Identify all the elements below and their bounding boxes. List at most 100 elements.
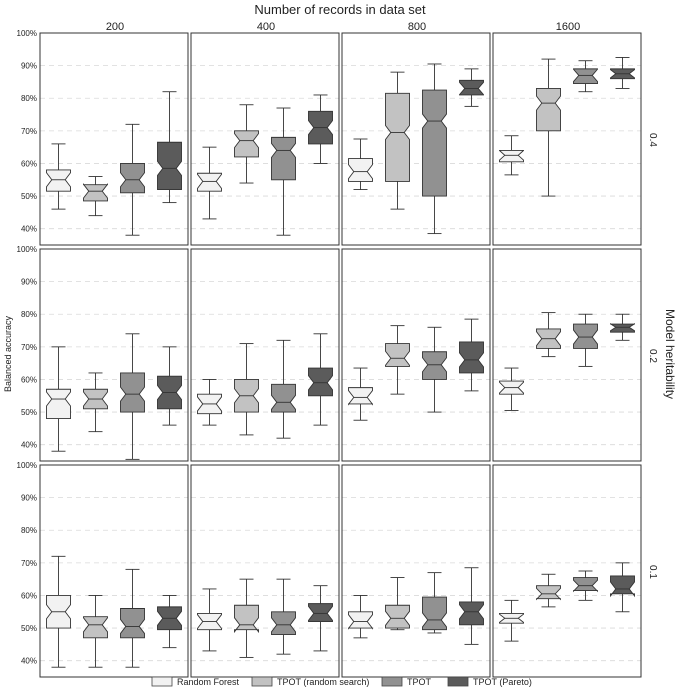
legend-label-tpot-pareto: TPOT (Pareto) xyxy=(473,677,532,687)
y-tick-label: 80% xyxy=(21,94,37,103)
y-tick-label: 40% xyxy=(21,441,37,450)
box-tpot-random-search xyxy=(234,104,259,184)
panel-h0-1-n200 xyxy=(39,464,189,678)
y-tick-label: 50% xyxy=(21,408,37,417)
panel-h0-2-n200 xyxy=(39,248,189,462)
y-tick-label: 50% xyxy=(21,192,37,201)
box-body xyxy=(610,323,635,333)
panel-h0-4-n800 xyxy=(341,32,491,246)
box-body xyxy=(385,343,410,367)
legend-swatch-tpot-random-search xyxy=(251,676,273,687)
box-random-forest xyxy=(348,138,373,191)
legend-label-tpot-random-search: TPOT (random search) xyxy=(277,677,369,687)
y-tick-label: 60% xyxy=(21,375,37,384)
y-tick-label: 90% xyxy=(21,62,37,71)
box-body xyxy=(234,130,259,158)
panel-frame xyxy=(190,464,340,678)
y-tick-label: 90% xyxy=(21,278,37,287)
box-tpot-random-search xyxy=(536,58,561,197)
chart-title: Number of records in data set xyxy=(254,2,426,17)
y-tick-label: 40% xyxy=(21,657,37,666)
box-body xyxy=(271,383,296,413)
box-tpot-pareto xyxy=(308,333,333,426)
box-body xyxy=(459,601,484,626)
box-random-forest xyxy=(46,555,71,668)
box-tpot xyxy=(120,568,145,668)
box-body xyxy=(573,68,598,85)
panel-frame xyxy=(341,248,491,462)
y-tick-label: 100% xyxy=(17,461,37,470)
box-random-forest xyxy=(348,367,373,421)
box-tpot xyxy=(573,570,598,601)
y-tick-label: 70% xyxy=(21,127,37,136)
y-tick-label: 40% xyxy=(21,225,37,234)
y-tick-label: 80% xyxy=(21,526,37,535)
legend-swatch-tpot-pareto xyxy=(447,676,469,687)
box-random-forest xyxy=(46,143,71,210)
box-random-forest xyxy=(197,588,222,652)
box-body xyxy=(422,351,447,380)
box-body xyxy=(385,92,410,182)
column-label-1600: 1600 xyxy=(556,21,580,33)
box-random-forest xyxy=(499,367,524,411)
panel-h0-2-n1600 xyxy=(492,248,642,462)
box-tpot-pareto xyxy=(459,318,484,392)
panel-h0-1-n800 xyxy=(341,464,491,678)
box-body xyxy=(83,183,108,202)
box-tpot-pareto xyxy=(157,346,182,426)
box-body xyxy=(348,611,373,630)
box-tpot-random-search xyxy=(234,578,259,658)
box-tpot-pareto xyxy=(459,68,484,107)
box-tpot-random-search xyxy=(83,372,108,433)
panel-h0-2-n800 xyxy=(341,248,491,462)
box-tpot-pareto xyxy=(157,91,182,204)
box-body xyxy=(348,158,373,182)
box-tpot-random-search xyxy=(83,176,108,217)
row-label-0-2: 0.2 xyxy=(647,349,658,363)
box-tpot-pareto xyxy=(459,567,484,645)
box-tpot-pareto xyxy=(610,57,635,89)
y-tick-label: 70% xyxy=(21,343,37,352)
box-body xyxy=(83,616,108,639)
panel-frame xyxy=(39,32,189,246)
box-random-forest xyxy=(499,599,524,642)
panel-frame xyxy=(190,32,340,246)
box-tpot-pareto xyxy=(157,595,182,649)
legend-label-tpot: TPOT xyxy=(407,677,432,687)
panel-frame xyxy=(492,32,642,246)
y-tick-label: 70% xyxy=(21,559,37,568)
box-body xyxy=(120,372,145,413)
box-body xyxy=(271,136,296,181)
panel-h0-4-n1600 xyxy=(492,32,642,246)
box-tpot-pareto xyxy=(610,313,635,341)
box-tpot-random-search xyxy=(536,312,561,358)
box-body xyxy=(348,387,373,406)
box-tpot xyxy=(271,339,296,439)
panel-frame xyxy=(190,248,340,462)
panel-frame xyxy=(341,464,491,678)
y-tick-label: 60% xyxy=(21,159,37,168)
box-body xyxy=(422,89,447,197)
box-tpot xyxy=(271,578,296,655)
y-tick-label: 80% xyxy=(21,310,37,319)
column-label-400: 400 xyxy=(257,21,275,33)
box-tpot xyxy=(422,572,447,634)
box-body xyxy=(573,577,598,593)
row-axis-label: Model heritability xyxy=(663,309,675,399)
box-body xyxy=(536,87,561,132)
box-random-forest xyxy=(499,135,524,176)
box-body xyxy=(385,604,410,629)
row-label-0-1: 0.1 xyxy=(647,565,658,579)
panel-h0-1-n1600 xyxy=(492,464,642,678)
box-tpot-pareto xyxy=(610,562,635,613)
box-random-forest xyxy=(348,595,373,639)
box-body xyxy=(46,388,71,420)
box-body xyxy=(499,149,524,163)
legend-label-random-forest: Random Forest xyxy=(177,677,240,687)
box-tpot xyxy=(271,107,296,236)
plot-area: 40% 50% 60% 70% 80% 90% 100% 40% 50% 60% 70% 80% 90%… xyxy=(17,29,642,678)
box-body xyxy=(120,608,145,639)
box-tpot-random-search xyxy=(536,573,561,608)
box-body xyxy=(573,323,598,349)
